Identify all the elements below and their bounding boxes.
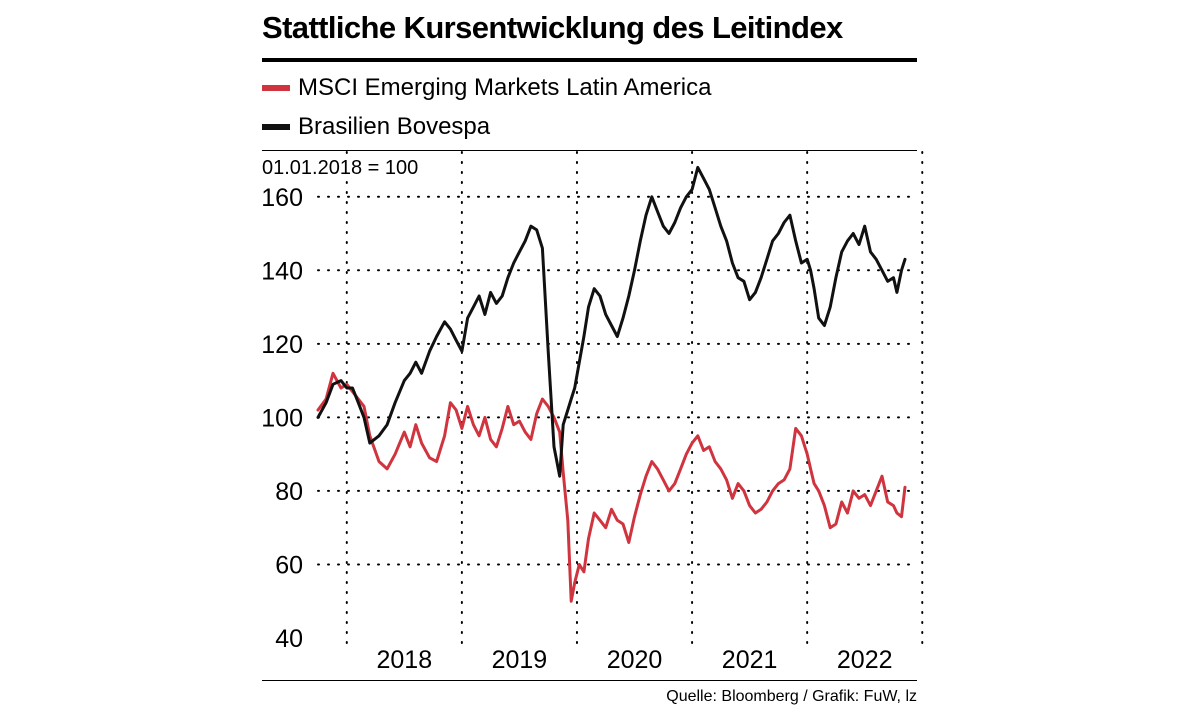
chart-title: Stattliche Kursentwicklung des Leitindex [262, 10, 843, 45]
x-tick-label-2021: 2021 [722, 646, 778, 674]
legend-rule [262, 150, 917, 151]
x-tick-label-2018: 2018 [377, 646, 433, 674]
index-base-note: 01.01.2018 = 100 [262, 157, 423, 180]
y-tick-label-120: 120 [261, 331, 303, 359]
y-tick-label-100: 100 [261, 404, 303, 432]
legend-swatch-msci [262, 85, 290, 91]
x-tick-label-2020: 2020 [607, 646, 663, 674]
title-rule [262, 58, 917, 62]
series-line-msci [316, 371, 907, 603]
legend-item-msci: MSCI Emerging Markets Latin America [262, 73, 711, 103]
y-tick-label-80: 80 [275, 478, 303, 506]
legend-label-bovespa: Brasilien Bovespa [298, 113, 491, 140]
legend-swatch-bovespa [262, 124, 290, 130]
x-tick-label-2019: 2019 [492, 646, 548, 674]
footer-rule [262, 680, 917, 681]
series-line-bovespa [316, 165, 907, 478]
legend-item-bovespa: Brasilien Bovespa [262, 112, 490, 142]
y-tick-label-160: 160 [261, 184, 303, 212]
y-tick-label-40: 40 [275, 625, 303, 653]
legend-label-msci: MSCI Emerging Markets Latin America [298, 74, 712, 101]
x-tick-label-2022: 2022 [837, 646, 893, 674]
y-tick-label-60: 60 [275, 551, 303, 579]
source-credit: Quelle: Bloomberg / Grafik: FuW, lz [666, 688, 917, 705]
y-tick-label-140: 140 [261, 257, 303, 285]
